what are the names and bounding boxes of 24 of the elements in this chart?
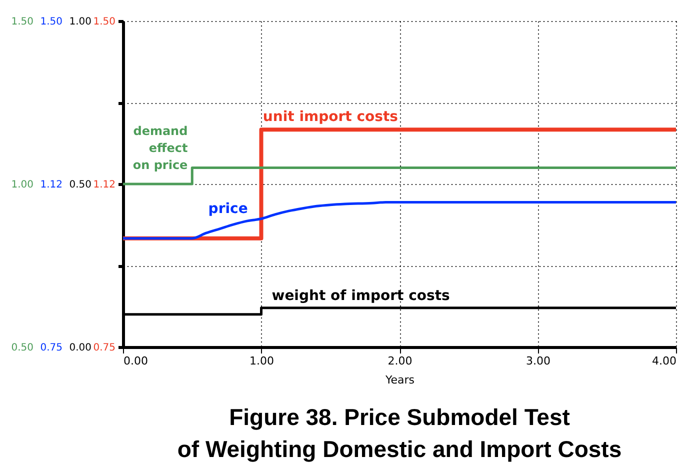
y3-tick-label: 1.00 <box>11 180 34 190</box>
y-tick-label: 1.50 <box>93 16 116 28</box>
y-tick-label: 1.12 <box>93 180 116 190</box>
x-tick-label: 4.00 <box>652 354 676 368</box>
text: 0.75 <box>40 342 62 354</box>
series-label: demand effect on price <box>132 124 188 172</box>
y2-tick-label: 1.00 <box>69 16 92 28</box>
x-tick-label: 0.00 <box>124 354 148 368</box>
x-tick-label: 3.00 <box>526 354 550 368</box>
text: 1.12 <box>40 180 62 190</box>
x-tick-label: 2.00 <box>388 354 412 368</box>
x-axis-title: Years <box>384 374 415 386</box>
line-series <box>123 201 676 240</box>
series-label: price <box>208 201 248 217</box>
text: Figure 38. Price Submodel Test of Weighting Domestic and Import Costs <box>177 404 622 462</box>
series-label: weight of import costs <box>272 288 450 304</box>
y3-tick-label: 0.50 <box>11 342 34 354</box>
y3-tick-label: 1.50 <box>11 16 34 28</box>
y2-tick-label: 0.00 <box>69 342 92 354</box>
series-label: unit import costs <box>262 109 398 125</box>
y-tick-label: 0.75 <box>93 342 116 354</box>
text: 1.50 <box>40 16 62 28</box>
y2-tick-label: 0.50 <box>69 180 92 190</box>
x-tick-label: 1.00 <box>250 354 274 368</box>
